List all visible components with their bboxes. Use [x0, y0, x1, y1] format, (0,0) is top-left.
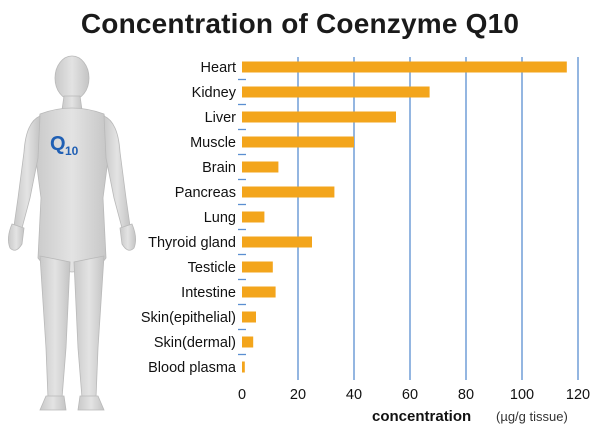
category-label-pancreas: Pancreas: [175, 185, 236, 201]
bar-thyroid-gland: [242, 236, 312, 248]
category-label-brain: Brain: [202, 160, 236, 176]
bar-testicle: [242, 261, 273, 273]
category-label-skin-dermal-: Skin(dermal): [154, 335, 236, 351]
q10-label: Q: [50, 133, 66, 155]
bar-muscle: [242, 136, 354, 148]
x-tick-100: 100: [510, 387, 534, 403]
x-tick-labels: 0 20 40 60 80 100 120: [238, 387, 590, 403]
bar-pancreas: [242, 186, 335, 198]
x-tick-120: 120: [566, 387, 590, 403]
x-tick-20: 20: [290, 387, 306, 403]
bar-blood-plasma: [242, 361, 245, 373]
bar-intestine: [242, 286, 276, 298]
category-label-muscle: Muscle: [190, 135, 236, 151]
x-tick-40: 40: [346, 387, 362, 403]
x-tick-60: 60: [402, 387, 418, 403]
bars: [242, 61, 567, 373]
grid-lines: [238, 57, 579, 380]
x-tick-80: 80: [458, 387, 474, 403]
bar-liver: [242, 111, 396, 123]
category-label-intestine: Intestine: [181, 285, 236, 301]
bar-kidney: [242, 86, 430, 98]
bar-skin-epithelial-: [242, 311, 256, 323]
bar-lung: [242, 211, 265, 223]
x-axis-label: concentration: [372, 408, 471, 425]
category-label-kidney: Kidney: [192, 85, 237, 101]
category-label-lung: Lung: [204, 210, 236, 226]
x-tick-0: 0: [238, 387, 246, 403]
chart-title: Concentration of Coenzyme Q10: [80, 8, 520, 39]
q10-subscript: 10: [65, 144, 79, 158]
human-body-illustration: Q 10: [8, 55, 136, 411]
category-label-blood-plasma: Blood plasma: [148, 360, 237, 376]
bar-skin-dermal-: [242, 336, 254, 348]
category-label-heart: Heart: [201, 60, 236, 76]
category-label-testicle: Testicle: [188, 260, 236, 276]
bar-brain: [242, 161, 279, 173]
category-label-skin-epithelial-: Skin(epithelial): [141, 310, 236, 326]
category-label-thyroid-gland: Thyroid gland: [148, 235, 236, 251]
x-axis-unit: (µg/g tissue): [496, 409, 568, 424]
category-labels: Heart Kidney Liver Muscle Brain Pancreas Lung T…: [141, 60, 237, 376]
bar-heart: [242, 61, 567, 73]
category-label-liver: Liver: [205, 110, 237, 126]
